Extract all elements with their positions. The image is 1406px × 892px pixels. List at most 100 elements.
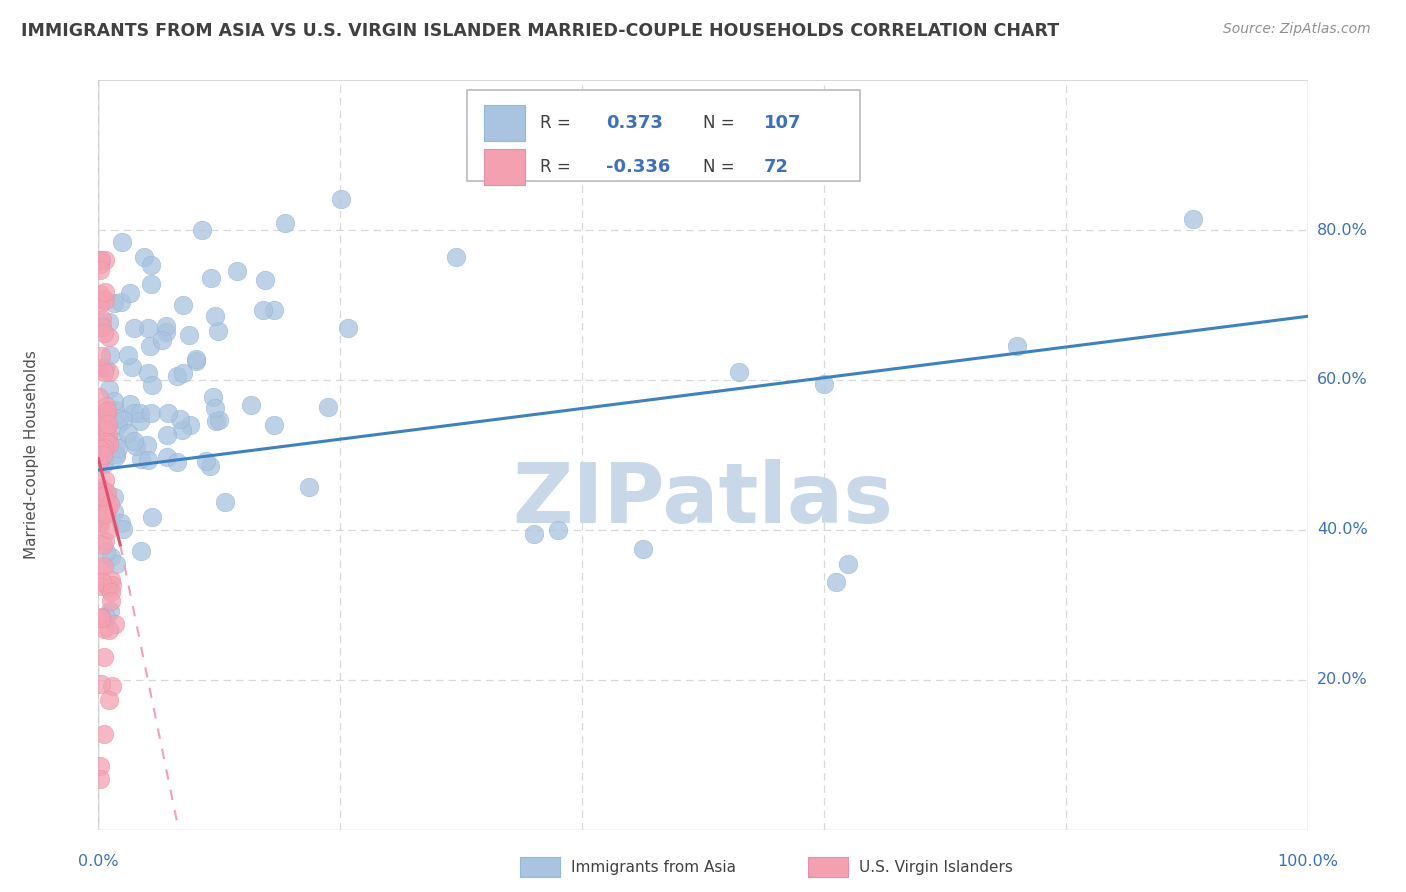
Point [117, 425, 139, 440]
Point [107, 441, 129, 455]
Point [98, 693, 121, 707]
Text: IMMIGRANTS FROM ASIA VS U.S. VIRGIN ISLANDER MARRIED-COUPLE HOUSEHOLDS CORRELATI: IMMIGRANTS FROM ASIA VS U.S. VIRGIN ISLA… [21, 22, 1059, 40]
Point [336, 321, 359, 335]
Point [204, 414, 226, 428]
Point [94, 487, 117, 501]
Text: Immigrants from Asia: Immigrants from Asia [571, 860, 735, 874]
Point [94, 405, 117, 419]
Point [97, 437, 120, 451]
Point [112, 522, 135, 536]
Point [104, 402, 127, 417]
Point [89, 772, 111, 786]
Point [547, 523, 569, 537]
Text: 20.0%: 20.0% [1317, 673, 1368, 687]
Point [117, 348, 139, 362]
Point [139, 406, 162, 420]
Point [156, 427, 179, 442]
Point [100, 578, 122, 592]
Point [111, 413, 134, 427]
Point [97, 501, 120, 516]
Point [208, 413, 231, 427]
Point [97, 580, 120, 594]
Point [139, 338, 162, 352]
Point [122, 406, 145, 420]
Point [96, 417, 118, 432]
Point [122, 434, 145, 449]
Point [91, 579, 114, 593]
Point [136, 453, 159, 467]
Point [97, 382, 120, 396]
Point [132, 250, 155, 264]
Point [179, 418, 201, 433]
Point [96, 404, 118, 418]
Point [90, 677, 112, 691]
Point [104, 616, 127, 631]
Text: N =: N = [703, 114, 734, 132]
Point [103, 394, 125, 409]
Point [93, 326, 115, 341]
Point [316, 400, 339, 414]
Point [100, 573, 122, 587]
Point [172, 366, 194, 380]
Point [1181, 211, 1204, 226]
Text: Married-couple Households: Married-couple Households [24, 351, 39, 559]
Point [93, 442, 115, 456]
Point [96, 400, 118, 414]
Point [156, 450, 179, 464]
Point [94, 473, 117, 487]
Point [194, 454, 217, 468]
Text: ZIPatlas: ZIPatlas [513, 459, 893, 541]
FancyBboxPatch shape [467, 90, 860, 181]
Point [87, 253, 110, 268]
Point [166, 368, 188, 383]
Point [121, 359, 143, 374]
Point [91, 312, 114, 326]
Point [89, 519, 111, 533]
Point [125, 439, 148, 453]
Point [155, 325, 177, 339]
Point [90, 482, 112, 496]
Point [728, 366, 751, 380]
Point [94, 406, 117, 420]
Point [252, 303, 274, 318]
Point [101, 679, 124, 693]
Point [225, 264, 247, 278]
Point [97, 623, 120, 637]
Point [98, 604, 121, 618]
Point [191, 223, 214, 237]
Point [90, 349, 112, 363]
Text: R =: R = [540, 158, 571, 176]
Text: R =: R = [540, 114, 571, 132]
Point [89, 485, 111, 500]
Point [139, 258, 162, 272]
Point [93, 365, 115, 379]
Point [93, 726, 115, 740]
Point [94, 507, 117, 521]
Point [105, 447, 128, 461]
Point [184, 354, 207, 368]
Point [444, 250, 467, 264]
Point [93, 416, 115, 430]
Point [166, 455, 188, 469]
Point [93, 484, 115, 499]
Point [118, 285, 141, 300]
Point [96, 493, 118, 508]
Point [129, 544, 152, 558]
Point [825, 575, 848, 590]
Point [89, 253, 111, 268]
Point [214, 494, 236, 508]
Point [141, 509, 163, 524]
Point [90, 317, 112, 331]
Point [89, 360, 111, 375]
Point [136, 366, 159, 380]
Point [91, 448, 114, 462]
Point [94, 544, 117, 558]
Point [93, 457, 115, 471]
Point [118, 397, 141, 411]
Point [273, 216, 295, 230]
Text: U.S. Virgin Islanders: U.S. Virgin Islanders [859, 860, 1012, 874]
Point [204, 401, 226, 415]
Point [111, 235, 134, 250]
Point [89, 293, 111, 307]
Point [89, 287, 111, 301]
